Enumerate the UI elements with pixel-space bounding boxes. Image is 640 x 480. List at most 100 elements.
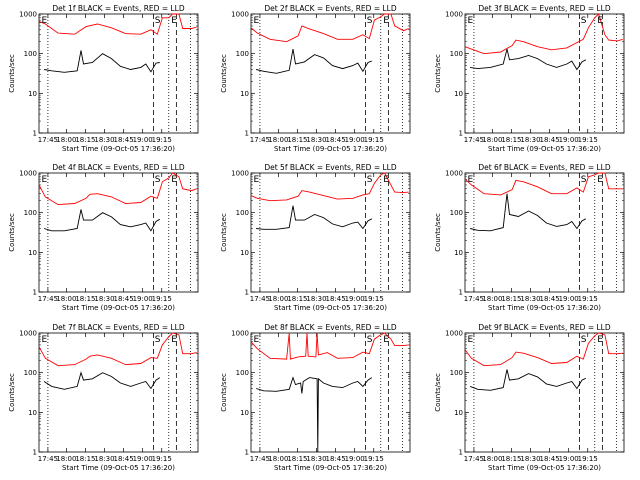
x-tick-label: 18:45 (539, 136, 559, 144)
y-tick-label: 100 (24, 209, 37, 217)
x-axis-label: Start Time (09-Oct-05 17:36:20) (274, 464, 387, 472)
x-axis-label: Start Time (09-Oct-05 17:36:20) (62, 464, 175, 472)
marker-label: E (468, 16, 474, 26)
plot-frame (250, 332, 411, 453)
marker-label: S (581, 175, 587, 185)
marker-label: S (367, 335, 373, 345)
marker-label: S (367, 16, 373, 26)
panel-det-8f: Det 8f BLACK = Events, RED = LLD 1 10 100 10… (220, 323, 411, 472)
y-tick-label: 1000 (231, 11, 249, 19)
x-tick-label: 19:15 (152, 295, 172, 303)
x-tick-label: 18:00 (56, 295, 76, 303)
x-tick-label: 18:00 (482, 455, 502, 463)
y-tick-label: 100 (450, 50, 463, 58)
x-tick-label: 18:45 (539, 295, 559, 303)
y-tick-label: 100 (450, 209, 463, 217)
panel-det-5f: Det 5f BLACK = Events, RED = LLD 1 10 100 10… (220, 163, 411, 312)
y-axis-label: Counts/sec (8, 54, 16, 93)
marker-label: E (383, 16, 389, 26)
x-tick-label: 19:00 (559, 295, 579, 303)
x-tick-label: 18:00 (56, 455, 76, 463)
y-tick-label: 1 (33, 449, 37, 457)
plot-frame (464, 13, 625, 134)
x-tick-label: 17:45 (250, 136, 270, 144)
series-events-line (469, 193, 587, 232)
marker-label: E (42, 335, 48, 345)
marker-label: E (42, 16, 48, 26)
y-tick-label: 1000 (445, 330, 463, 338)
panel-title: Det 2f BLACK = Events, RED = LLD (264, 4, 397, 13)
panel-det-1f: Det 1f BLACK = Events, RED = LLD 1 10 100 10… (8, 4, 199, 153)
y-axis-label: Counts/sec (220, 54, 228, 93)
marker-label: E (171, 16, 177, 26)
marker-label: S (155, 335, 161, 345)
y-axis-label: Counts/sec (220, 373, 228, 412)
panel-title: Det 4f BLACK = Events, RED = LLD (52, 163, 185, 172)
series-lld-line (38, 332, 197, 367)
y-axis-label: Counts/sec (8, 213, 16, 252)
plot-frame (250, 13, 411, 134)
y-tick-label: 10 (240, 249, 249, 257)
x-tick-label: 18:15 (75, 295, 95, 303)
x-tick-label: 18:30 (94, 295, 114, 303)
series-lld-line (250, 332, 409, 360)
y-tick-label: 10 (454, 249, 463, 257)
x-tick-label: 19:00 (133, 455, 153, 463)
plot-frame (464, 332, 625, 453)
x-tick-label: 18:15 (287, 295, 307, 303)
plot-frame (464, 172, 625, 293)
series-lld-line (464, 13, 623, 55)
y-tick-label: 100 (236, 209, 249, 217)
series-events-line (255, 376, 373, 453)
x-axis-label: Start Time (09-Oct-05 17:36:20) (62, 145, 175, 153)
y-tick-label: 1000 (19, 170, 37, 178)
x-tick-label: 18:00 (268, 136, 288, 144)
x-tick-label: 19:15 (364, 295, 384, 303)
series-events-line (43, 371, 161, 390)
series-events-line (469, 369, 586, 391)
y-tick-label: 1000 (19, 330, 37, 338)
y-tick-label: 10 (28, 90, 37, 98)
x-tick-label: 19:15 (364, 136, 384, 144)
y-axis-label: Counts/sec (434, 213, 442, 252)
x-tick-label: 17:45 (464, 136, 484, 144)
x-tick-label: 19:00 (559, 455, 579, 463)
y-tick-label: 10 (454, 409, 463, 417)
y-tick-label: 10 (240, 90, 249, 98)
x-tick-label: 18:00 (56, 136, 76, 144)
x-axis-label: Start Time (09-Oct-05 17:36:20) (488, 304, 601, 312)
marker-label: E (597, 175, 603, 185)
series-lld-line (250, 13, 409, 43)
x-tick-label: 18:45 (113, 455, 133, 463)
y-tick-label: 10 (240, 409, 249, 417)
marker-label: E (254, 175, 260, 185)
y-tick-label: 1 (245, 289, 249, 297)
x-tick-label: 18:30 (94, 136, 114, 144)
panel-det-4f: Det 4f BLACK = Events, RED = LLD 1 10 100 10… (8, 163, 199, 312)
y-axis-label: Counts/sec (8, 373, 16, 412)
panel-title: Det 3f BLACK = Events, RED = LLD (478, 4, 611, 13)
x-axis-label: Start Time (09-Oct-05 17:36:20) (488, 145, 601, 153)
x-tick-label: 19:15 (578, 455, 598, 463)
marker-label: E (383, 175, 389, 185)
series-lld-line (38, 13, 197, 35)
y-tick-label: 1 (33, 130, 37, 138)
x-axis-label: Start Time (09-Oct-05 17:36:20) (274, 145, 387, 153)
series-lld-line (464, 332, 623, 367)
plot-frame (250, 172, 411, 293)
y-tick-label: 1000 (231, 330, 249, 338)
series-lld-line (38, 172, 197, 206)
x-tick-label: 17:45 (38, 136, 58, 144)
series-events-line (470, 48, 587, 71)
plot-frame (38, 13, 199, 134)
marker-label: S (367, 175, 373, 185)
x-tick-label: 18:15 (287, 136, 307, 144)
x-tick-label: 19:00 (345, 295, 365, 303)
marker-label: E (597, 16, 603, 26)
x-tick-label: 18:15 (501, 136, 521, 144)
y-tick-label: 1 (33, 289, 37, 297)
y-tick-label: 1 (245, 449, 249, 457)
marker-label: E (597, 335, 603, 345)
x-tick-label: 19:00 (133, 136, 153, 144)
marker-label: S (155, 175, 161, 185)
